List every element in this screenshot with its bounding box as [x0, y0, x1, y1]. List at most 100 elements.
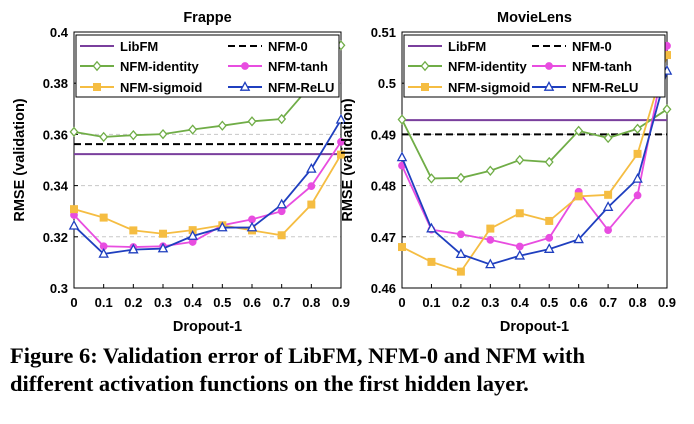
data-point [335, 113, 347, 124]
series-line [73, 119, 342, 255]
y-tick-label: 0.34 [43, 179, 69, 194]
legend-marker [239, 81, 251, 91]
x-tick-label: 0.6 [570, 295, 588, 310]
data-point [307, 200, 316, 209]
data-point [337, 150, 345, 159]
chart-title: MovieLens [497, 10, 572, 26]
series-line [401, 54, 668, 273]
data-point [544, 156, 554, 168]
data-point [99, 213, 108, 222]
y-tick-label: 0.47 [371, 230, 396, 245]
data-point [69, 126, 79, 138]
chart-title: Frappe [183, 10, 231, 26]
legend-marker [92, 60, 102, 72]
figure-caption: Figure 6: Validation error of LibFM, NFM… [10, 342, 690, 398]
data-point [455, 248, 467, 259]
data-point [188, 124, 198, 135]
x-tick-label: 0.9 [658, 295, 676, 310]
data-point [603, 132, 613, 144]
legend-marker [543, 81, 555, 91]
data-point [426, 173, 436, 184]
x-tick-label: 0.7 [599, 295, 617, 310]
legend-label: NFM-0 [268, 39, 308, 54]
data-point [604, 226, 613, 235]
x-tick-label: 0.3 [154, 295, 172, 310]
x-tick-label: 0.2 [452, 295, 470, 310]
y-tick-label: 0.5 [378, 76, 396, 91]
x-axis-label: Dropout-1 [500, 319, 569, 335]
data-point [662, 104, 672, 115]
data-point [246, 221, 258, 232]
data-point [574, 125, 584, 137]
legend-label: NFM-sigmoid [448, 80, 530, 95]
data-point [128, 243, 139, 254]
y-tick-label: 0.32 [43, 230, 68, 245]
data-point [602, 201, 614, 211]
y-tick-label: 0.49 [371, 127, 396, 142]
series-nfm-sigmoid [70, 150, 345, 240]
data-point [456, 267, 465, 276]
legend-marker [420, 60, 430, 72]
data-point [247, 116, 257, 127]
legend-marker [93, 83, 101, 91]
chart-panel-movielens: 0.46 0.47 0.48 0.49 0.5 0.51 0 0.1 0.2 0.3 0.4 0.5 0… [340, 10, 676, 335]
series-line [73, 44, 342, 138]
series-nfm-sigmoid [398, 51, 671, 276]
data-point [217, 120, 227, 131]
data-point [98, 247, 109, 258]
legend-marker [421, 83, 429, 91]
legend-box [75, 34, 340, 98]
data-point [515, 154, 525, 166]
series-nfm-relu [396, 64, 673, 269]
y-tick-label: 0.38 [43, 76, 68, 91]
data-point [515, 209, 524, 218]
x-tick-label: 0.8 [302, 295, 320, 310]
legend-label: NFM-0 [572, 39, 612, 54]
legend-label: LibFM [448, 39, 486, 54]
x-tick-label: 0.1 [95, 295, 113, 310]
legend: LibFM NFM-0 NFM-identity NFM-tanh NFM-sigmoi… [75, 34, 340, 98]
data-point [633, 191, 642, 200]
legend-label: NFM-ReLU [572, 80, 638, 95]
data-point [158, 128, 168, 140]
legend-label: NFM-identity [120, 59, 199, 74]
x-tick-label: 0.7 [273, 295, 291, 310]
series-line [401, 108, 668, 180]
caption-line-2: different activation functions on the fi… [10, 371, 529, 396]
series-nfm-identity [69, 40, 346, 143]
x-tick-label: 0.6 [243, 295, 261, 310]
caption-line-1: Figure 6: Validation error of LibFM, NFM… [10, 343, 585, 368]
plot-frame [73, 31, 342, 289]
series-line [73, 154, 342, 237]
series-line [401, 45, 668, 248]
data-point [277, 231, 286, 240]
data-point [99, 131, 109, 143]
legend-label: NFM-sigmoid [120, 80, 202, 95]
data-point [426, 222, 437, 233]
data-point [632, 172, 643, 183]
series-nfm-relu [68, 113, 347, 258]
data-point [543, 243, 555, 253]
data-point [485, 165, 495, 176]
data-point [456, 230, 465, 239]
x-tick-label: 0.5 [540, 295, 558, 310]
series-nfm-identity [397, 104, 672, 184]
data-point [307, 182, 316, 191]
data-point [68, 219, 80, 230]
y-tick-label: 0.3 [50, 281, 68, 296]
y-tick-label: 0.36 [43, 127, 68, 142]
data-point [573, 233, 584, 244]
series-line [73, 141, 342, 248]
data-point [277, 207, 286, 216]
legend-marker [241, 62, 249, 70]
legend-label: LibFM [120, 39, 158, 54]
legend: LibFM NFM-0 NFM-identity NFM-tanh NFM-sigmoi… [403, 34, 666, 98]
data-point [70, 205, 78, 214]
data-point [514, 249, 526, 260]
y-axis-label: RMSE (validation) [340, 98, 356, 221]
x-tick-label: 0.9 [332, 295, 350, 310]
data-point [397, 114, 407, 125]
data-point [633, 149, 642, 158]
data-point [545, 216, 554, 225]
